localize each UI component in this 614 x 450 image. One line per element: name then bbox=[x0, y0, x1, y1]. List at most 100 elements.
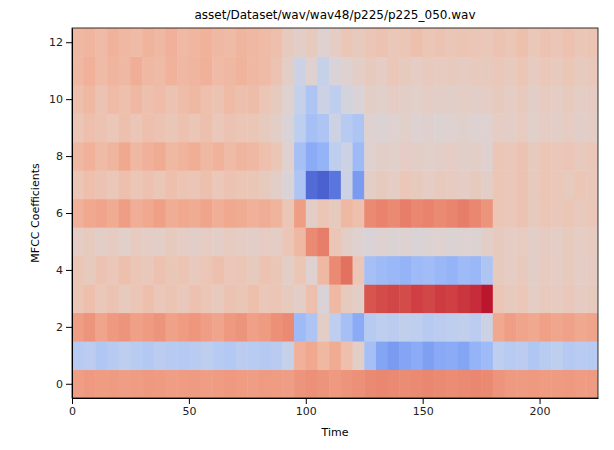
cell bbox=[458, 256, 470, 285]
cell bbox=[364, 284, 376, 313]
cell bbox=[586, 28, 598, 57]
cell bbox=[469, 199, 481, 228]
cell bbox=[528, 313, 540, 342]
cell bbox=[294, 56, 306, 85]
cell bbox=[376, 284, 388, 313]
cell bbox=[493, 256, 505, 285]
cell bbox=[423, 284, 435, 313]
cell bbox=[411, 199, 423, 228]
cell bbox=[364, 341, 376, 370]
cell bbox=[189, 142, 201, 171]
cell bbox=[586, 56, 598, 85]
cell bbox=[177, 56, 189, 85]
cell bbox=[201, 341, 213, 370]
cell bbox=[353, 227, 365, 256]
cell bbox=[329, 142, 341, 171]
cell bbox=[341, 56, 353, 85]
cell bbox=[177, 284, 189, 313]
cell bbox=[201, 284, 213, 313]
cell bbox=[551, 170, 563, 199]
cell bbox=[540, 85, 552, 114]
cell bbox=[95, 142, 107, 171]
y-axis-title: MFCC Coefficients bbox=[29, 163, 42, 263]
cell bbox=[72, 170, 84, 199]
cell bbox=[317, 170, 329, 199]
cell bbox=[271, 313, 283, 342]
cell bbox=[516, 28, 528, 57]
cell bbox=[551, 256, 563, 285]
cell bbox=[540, 284, 552, 313]
cell bbox=[504, 142, 516, 171]
cell bbox=[294, 370, 306, 398]
cell bbox=[177, 341, 189, 370]
y-tick: 4 bbox=[56, 264, 72, 277]
cell bbox=[236, 370, 248, 398]
cell bbox=[177, 199, 189, 228]
cell bbox=[329, 313, 341, 342]
cell bbox=[353, 142, 365, 171]
cell bbox=[341, 199, 353, 228]
cell bbox=[458, 170, 470, 199]
cell bbox=[107, 56, 119, 85]
cell bbox=[411, 227, 423, 256]
cell bbox=[388, 341, 400, 370]
cell bbox=[166, 85, 178, 114]
cell bbox=[166, 284, 178, 313]
cell bbox=[130, 341, 142, 370]
cell bbox=[317, 370, 329, 398]
cell bbox=[224, 85, 236, 114]
cell bbox=[282, 113, 294, 142]
cell bbox=[154, 28, 166, 57]
cell bbox=[271, 113, 283, 142]
cell bbox=[271, 199, 283, 228]
cell bbox=[236, 199, 248, 228]
cell bbox=[201, 28, 213, 57]
cell bbox=[107, 199, 119, 228]
cell bbox=[481, 256, 493, 285]
cell bbox=[469, 227, 481, 256]
cell bbox=[540, 227, 552, 256]
cell bbox=[563, 227, 575, 256]
cell bbox=[166, 313, 178, 342]
x-tick: 0 bbox=[69, 398, 76, 418]
cell bbox=[329, 56, 341, 85]
cell bbox=[177, 113, 189, 142]
cell bbox=[142, 370, 154, 398]
cell bbox=[388, 370, 400, 398]
cell bbox=[294, 28, 306, 57]
cell bbox=[411, 256, 423, 285]
chart: 050100150200024681012asset/Dataset/wav/w… bbox=[0, 0, 614, 450]
cell bbox=[446, 199, 458, 228]
cell bbox=[563, 85, 575, 114]
cell bbox=[259, 28, 271, 57]
cell bbox=[434, 142, 446, 171]
cell bbox=[95, 28, 107, 57]
cell bbox=[469, 85, 481, 114]
cell bbox=[130, 113, 142, 142]
cell bbox=[423, 370, 435, 398]
cell bbox=[563, 199, 575, 228]
cell bbox=[469, 142, 481, 171]
cell bbox=[399, 199, 411, 228]
cell bbox=[434, 56, 446, 85]
cell bbox=[119, 28, 131, 57]
cell bbox=[481, 28, 493, 57]
cell bbox=[446, 56, 458, 85]
cell bbox=[469, 170, 481, 199]
cell bbox=[177, 28, 189, 57]
cell bbox=[247, 341, 259, 370]
cell bbox=[493, 113, 505, 142]
cell bbox=[130, 227, 142, 256]
cell bbox=[540, 170, 552, 199]
cell bbox=[247, 256, 259, 285]
cell bbox=[317, 256, 329, 285]
cell bbox=[563, 56, 575, 85]
cell bbox=[493, 284, 505, 313]
cell bbox=[154, 284, 166, 313]
cell bbox=[399, 341, 411, 370]
cell bbox=[306, 256, 318, 285]
cell bbox=[224, 284, 236, 313]
cell bbox=[282, 256, 294, 285]
cell bbox=[224, 227, 236, 256]
cell bbox=[504, 341, 516, 370]
